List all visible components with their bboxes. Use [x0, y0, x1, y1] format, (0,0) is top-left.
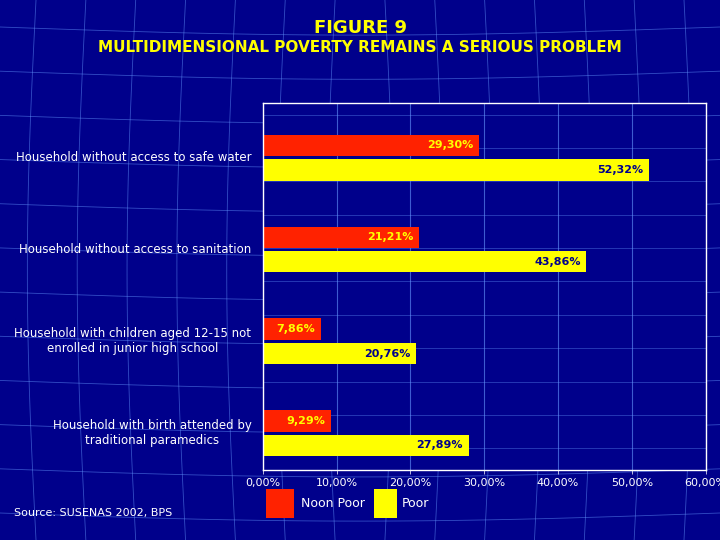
Text: 52,32%: 52,32% — [597, 165, 643, 175]
FancyBboxPatch shape — [374, 489, 397, 518]
Text: Noon Poor: Noon Poor — [301, 497, 364, 510]
Bar — [263, 410, 331, 431]
Text: Poor: Poor — [402, 497, 429, 510]
Text: 9,29%: 9,29% — [287, 416, 325, 426]
Text: 20,76%: 20,76% — [364, 348, 410, 359]
Bar — [263, 135, 479, 156]
Text: Household with children aged 12-15 not
enrolled in junior high school: Household with children aged 12-15 not e… — [14, 327, 251, 355]
Text: Household without access to safe water: Household without access to safe water — [16, 151, 251, 164]
Text: 27,89%: 27,89% — [416, 440, 463, 450]
Text: Household with birth attended by
traditional paramedics: Household with birth attended by traditi… — [53, 419, 251, 447]
Text: FIGURE 9: FIGURE 9 — [313, 19, 407, 37]
Text: MULTIDIMENSIONAL POVERTY REMAINS A SERIOUS PROBLEM: MULTIDIMENSIONAL POVERTY REMAINS A SERIO… — [98, 40, 622, 56]
FancyBboxPatch shape — [266, 489, 294, 518]
Text: Household without access to sanitation: Household without access to sanitation — [19, 243, 251, 256]
Bar — [263, 435, 469, 456]
Text: 43,86%: 43,86% — [534, 256, 580, 267]
Bar — [263, 251, 587, 272]
Text: 21,21%: 21,21% — [367, 232, 413, 242]
Text: 29,30%: 29,30% — [427, 140, 473, 151]
Bar — [263, 227, 419, 248]
Text: 7,86%: 7,86% — [276, 324, 315, 334]
Text: Source: SUSENAS 2002, BPS: Source: SUSENAS 2002, BPS — [14, 508, 173, 518]
Bar — [263, 159, 649, 180]
Bar — [263, 319, 321, 340]
Bar — [263, 343, 416, 364]
